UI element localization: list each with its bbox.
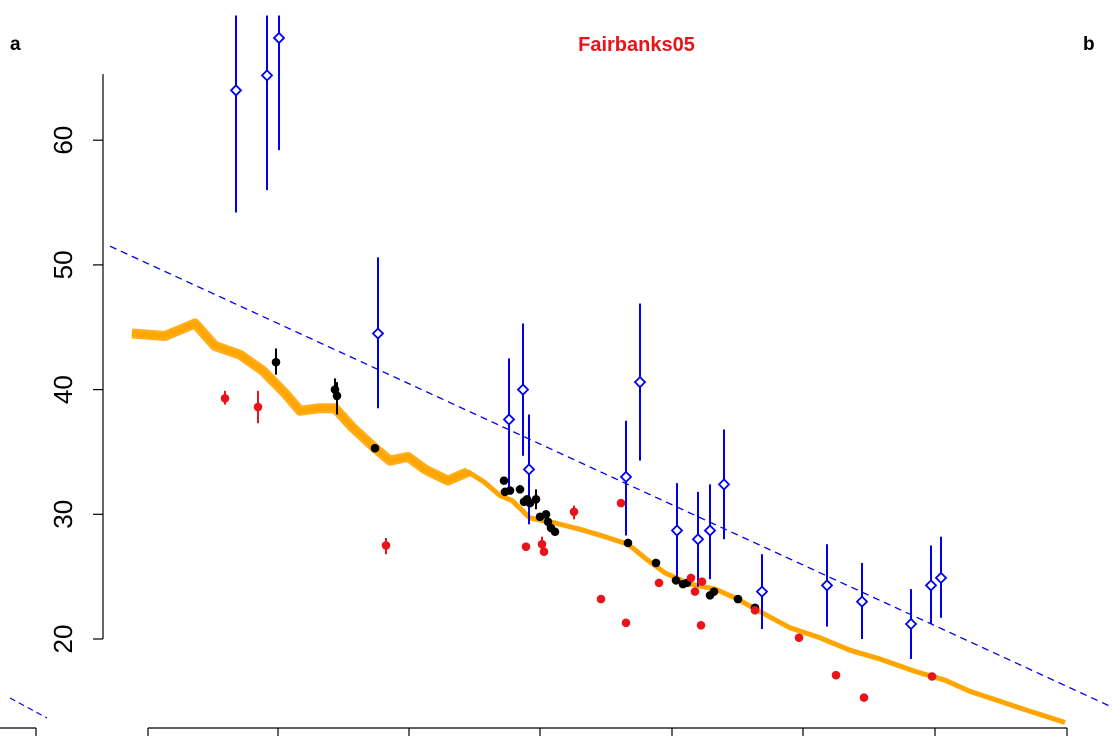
data-point-circle xyxy=(697,577,707,586)
data-point-circle xyxy=(332,391,342,401)
data-point-diamond xyxy=(633,375,647,389)
data-point-circle xyxy=(253,402,263,412)
chart-title: Fairbanks05 xyxy=(578,34,695,56)
panel-label-a: a xyxy=(10,34,21,55)
data-point-circle xyxy=(654,578,664,588)
data-point-circle xyxy=(831,670,841,680)
data-point-diamond xyxy=(904,617,918,631)
data-point-circle xyxy=(505,486,515,495)
data-point-diamond xyxy=(934,571,948,585)
reference-line xyxy=(109,245,1113,709)
data-point-circle xyxy=(651,558,661,568)
data-point-diamond xyxy=(670,524,684,537)
data-point-circle xyxy=(927,672,937,681)
data-point-diamond xyxy=(924,579,938,592)
y-tick-label: 20 xyxy=(48,625,78,654)
data-point-circle xyxy=(671,576,681,585)
data-point-circle xyxy=(709,587,719,596)
data-point-circle xyxy=(859,693,869,702)
data-point-circle xyxy=(370,443,380,453)
data-point-diamond xyxy=(855,595,869,608)
data-point-circle xyxy=(271,357,281,367)
data-point-circle xyxy=(569,507,579,517)
data-point-circle xyxy=(733,594,743,604)
y-tick-label: 30 xyxy=(48,500,78,529)
data-point-diamond xyxy=(755,585,769,598)
data-point-diamond xyxy=(820,579,834,592)
data-point-circle xyxy=(539,547,549,557)
data-point-circle xyxy=(686,573,696,583)
data-point-circle xyxy=(621,618,631,628)
data-point-circle xyxy=(550,527,560,537)
data-point-diamond xyxy=(619,470,633,484)
data-point-circle xyxy=(531,495,541,504)
data-point-circle xyxy=(623,538,633,548)
y-tick-label: 60 xyxy=(48,126,78,155)
data-point-diamond xyxy=(502,413,516,426)
data-point-circle xyxy=(690,587,700,596)
data-point-diamond xyxy=(229,84,243,97)
data-point-diamond xyxy=(703,524,717,537)
data-point-circle xyxy=(541,510,551,519)
y-tick-label: 40 xyxy=(48,375,78,404)
data-point-diamond xyxy=(272,31,286,45)
data-point-circle xyxy=(220,394,230,403)
data-point-diamond xyxy=(260,69,274,82)
data-point-circle xyxy=(515,485,525,494)
data-point-circle xyxy=(596,594,606,604)
data-point-circle xyxy=(616,498,626,508)
model-band-wide xyxy=(131,318,470,486)
panel-label-b: b xyxy=(1083,34,1095,55)
data-point-circle xyxy=(537,539,547,549)
data-point-circle xyxy=(521,542,531,552)
y-tick-label: 50 xyxy=(48,250,78,279)
data-point-circle xyxy=(499,476,509,485)
data-point-diamond xyxy=(516,383,530,396)
data-point-diamond xyxy=(691,532,705,546)
data-point-circle xyxy=(750,606,760,615)
data-point-circle xyxy=(381,541,391,550)
data-point-diamond xyxy=(371,327,385,340)
data-point-diamond xyxy=(717,478,731,491)
data-point-circle xyxy=(794,633,804,643)
data-point-circle xyxy=(696,620,706,630)
left-panel-dashed-fragment xyxy=(9,697,48,719)
data-point-diamond xyxy=(522,463,536,476)
